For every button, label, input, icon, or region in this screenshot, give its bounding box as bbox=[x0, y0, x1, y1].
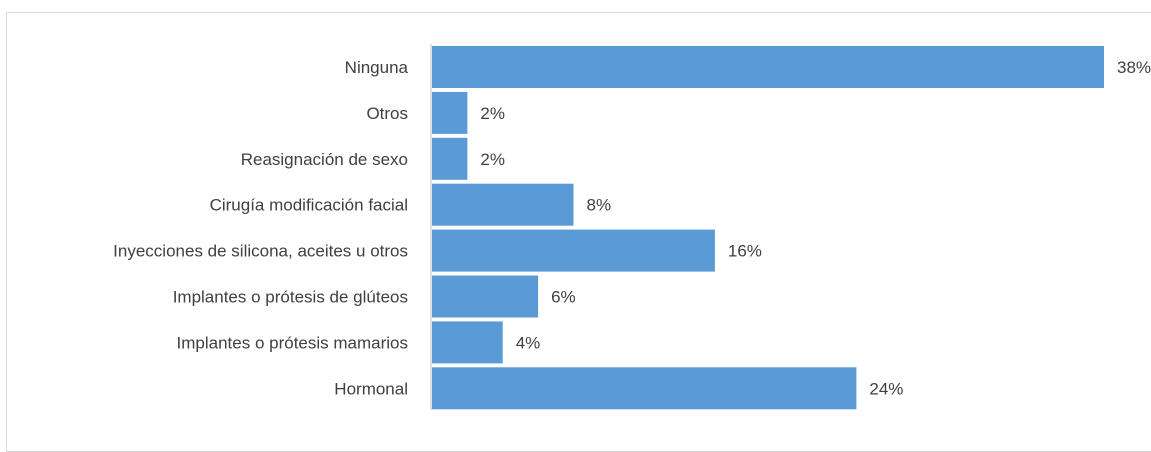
bar-chart: Ninguna 38% Otros 2% Reasignación de sexo 2% C… bbox=[113, 44, 1151, 410]
bar-7 bbox=[432, 321, 503, 364]
category-label: Implantes o prótesis mamarios bbox=[177, 333, 408, 352]
bar-4 bbox=[432, 183, 574, 226]
data-label: 4% bbox=[516, 333, 541, 352]
category-label: Cirugía modificación facial bbox=[210, 196, 408, 215]
bar-3 bbox=[432, 137, 468, 180]
category-label: Reasignación de sexo bbox=[241, 150, 408, 169]
bar-1 bbox=[432, 46, 1104, 88]
category-label: Otros bbox=[366, 104, 408, 123]
category-label: Implantes o prótesis de glúteos bbox=[173, 288, 408, 307]
data-label: 6% bbox=[551, 288, 576, 307]
bar-5 bbox=[432, 229, 715, 272]
data-label: 16% bbox=[728, 242, 762, 261]
category-label: Ninguna bbox=[345, 58, 409, 77]
bars-layer bbox=[432, 46, 1104, 410]
data-label: 2% bbox=[480, 104, 505, 123]
data-label: 38% bbox=[1117, 58, 1151, 77]
labels-layer: Ninguna 38% Otros 2% Reasignación de sexo 2% C… bbox=[113, 58, 1151, 398]
data-label: 8% bbox=[587, 196, 612, 215]
data-label: 2% bbox=[480, 150, 505, 169]
category-label: Hormonal bbox=[334, 379, 408, 398]
category-label: Inyecciones de silicona, aceites u otros bbox=[113, 242, 408, 261]
data-label: 24% bbox=[869, 379, 903, 398]
bar-2 bbox=[432, 91, 468, 134]
bar-8 bbox=[432, 367, 857, 410]
bar-6 bbox=[432, 275, 539, 318]
